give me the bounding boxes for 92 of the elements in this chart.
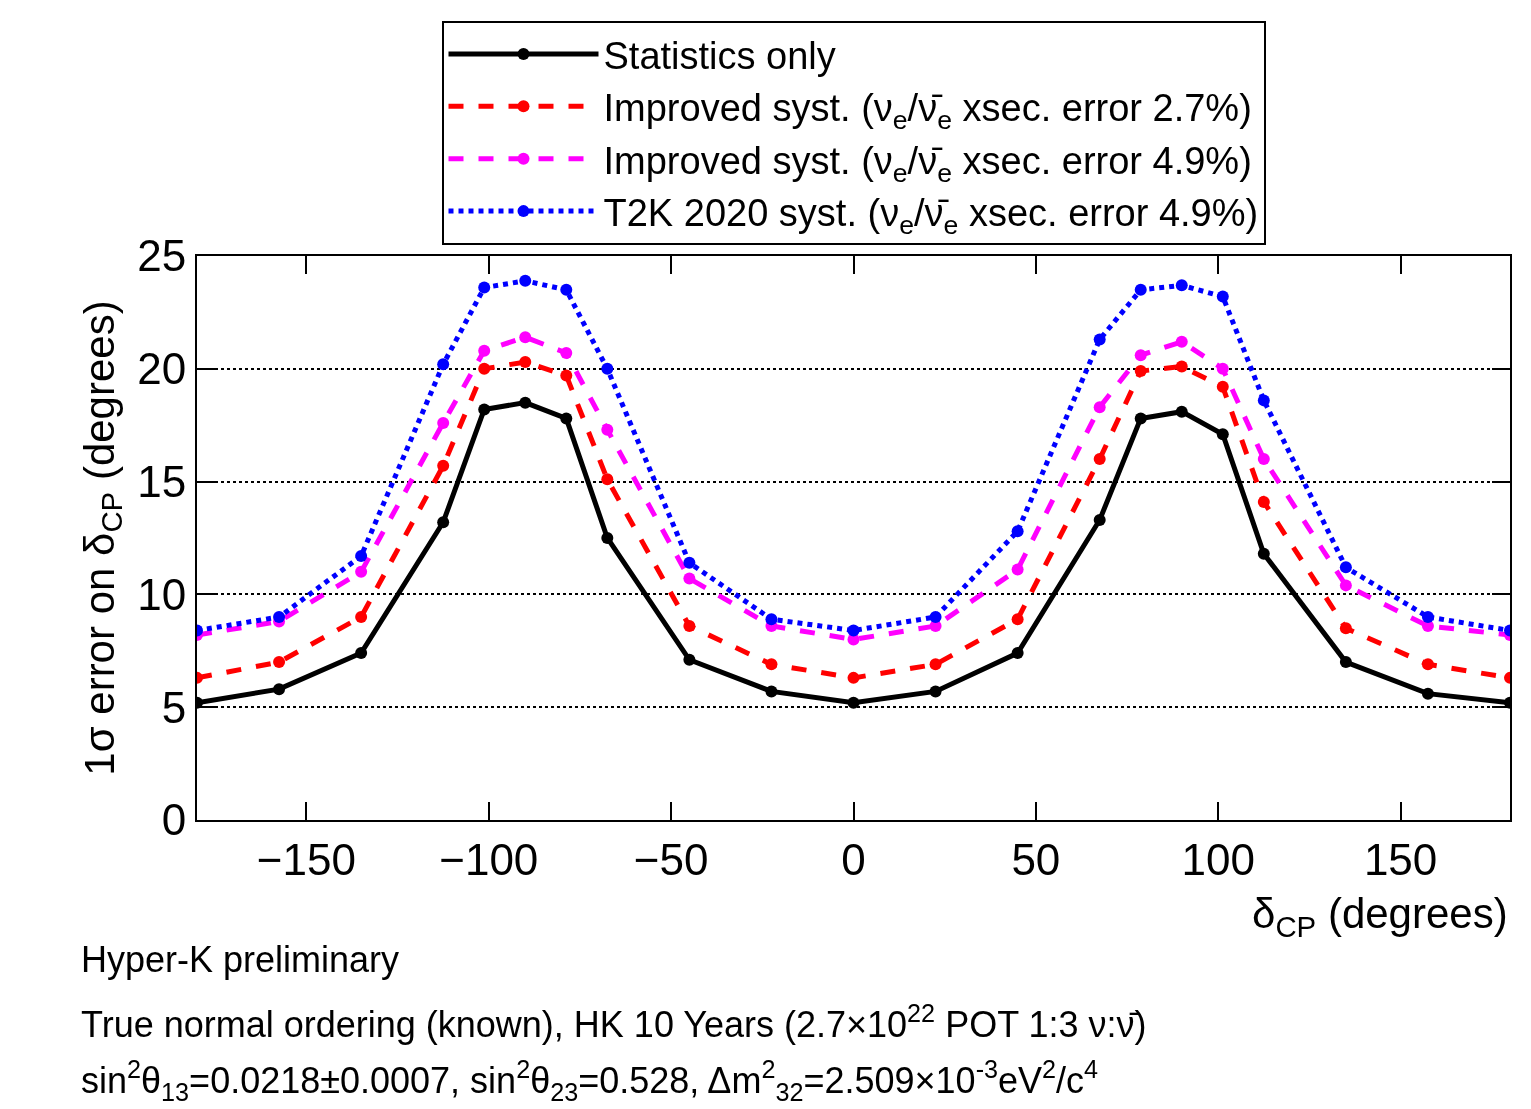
point [1216,428,1229,441]
point [1011,613,1024,626]
legend-label: Improved syst. (ν$_{e}$/ν̄$_{e}$ xsec. error 2.7%) [603,87,1252,136]
point [765,658,778,671]
point [683,572,696,585]
point [273,610,286,623]
y-tick-label: 5 [161,682,187,732]
point [1257,547,1270,560]
point [1257,453,1270,466]
x-tick-label: 0 [841,834,866,884]
point [1134,283,1147,296]
point [519,356,532,369]
point [437,459,450,472]
point [929,610,942,623]
x-tick-label: −150 [256,834,356,884]
point [560,283,573,296]
point [355,565,368,578]
point [1339,579,1352,592]
point [1175,405,1188,418]
point [1339,656,1352,669]
text: Hyper-K preliminary [81,939,400,980]
point [765,685,778,698]
legend-label: T2K 2020 syst. (ν$_{e}$/ν̄$_{e}$ xsec. error 4.9%) [603,191,1259,240]
point [847,696,860,709]
point [1011,647,1024,660]
point [1421,610,1434,623]
point [765,613,778,626]
point [273,656,286,669]
point [273,683,286,696]
point [437,358,450,371]
point [560,412,573,425]
point [1093,333,1106,346]
point [1175,360,1188,373]
point [1216,380,1229,393]
point [355,647,368,660]
point [1216,290,1229,303]
point [1011,525,1024,538]
point [1216,362,1229,375]
point [437,416,450,429]
point [1257,394,1270,407]
point [1339,561,1352,574]
point [683,619,696,632]
point [560,369,573,382]
point [478,362,491,375]
point [929,658,942,671]
point [1011,563,1024,576]
point [683,653,696,666]
y-tick-label: 15 [137,457,187,506]
x-tick-label: 150 [1363,834,1438,884]
legend-label: Improved syst. (ν$_{e}$/ν̄$_{e}$ xsec. error 4.9%) [603,139,1252,188]
point [1339,622,1352,635]
point [601,532,614,544]
y-tick-label: 20 [137,344,187,394]
point [601,473,614,486]
point [1257,495,1270,508]
x-tick-label: 100 [1181,834,1255,884]
point [601,362,614,375]
x-tick-label: 50 [1011,834,1061,884]
text: sin$^{2}$θ$_{13}$=0.0218±0.0007, sin$^{2}$θ$_{23}$=0.528, Δm$^{2}$$_{32}$=2.509×10$^{-3}$eV$^{2}$/c$^{4}$ [81,1055,1099,1106]
point [519,331,532,344]
y-tick-label: 0 [161,795,187,845]
point [1134,412,1147,425]
point [478,344,491,357]
legend-label: Statistics only [603,34,836,77]
y-tick-label: 25 [137,231,187,281]
point [478,281,491,294]
text: True normal ordering (known), HK 10 Years (2.7×10$^{22}$ POT 1:3 ν:ν̄) [81,999,1147,1046]
x-axis-title: δ$_{CP}$ (degrees) [1252,890,1508,943]
point [1134,365,1147,378]
point [1421,658,1434,671]
x-tick-label: −50 [633,834,709,884]
point [355,610,368,623]
point [478,403,491,416]
point [519,274,532,287]
point [1175,279,1188,292]
point [1093,453,1106,466]
point [355,550,368,563]
point [1093,401,1106,414]
y-tick-label: 10 [137,569,187,619]
point [847,624,860,637]
x-tick-label: −100 [439,834,539,884]
point [437,516,450,529]
point [1134,349,1147,362]
point [929,685,942,698]
point [519,396,532,409]
point [601,423,614,436]
point [1421,687,1434,700]
point [1175,335,1188,348]
point [683,556,696,569]
point [560,347,573,359]
point [1093,513,1106,526]
point [847,671,860,684]
